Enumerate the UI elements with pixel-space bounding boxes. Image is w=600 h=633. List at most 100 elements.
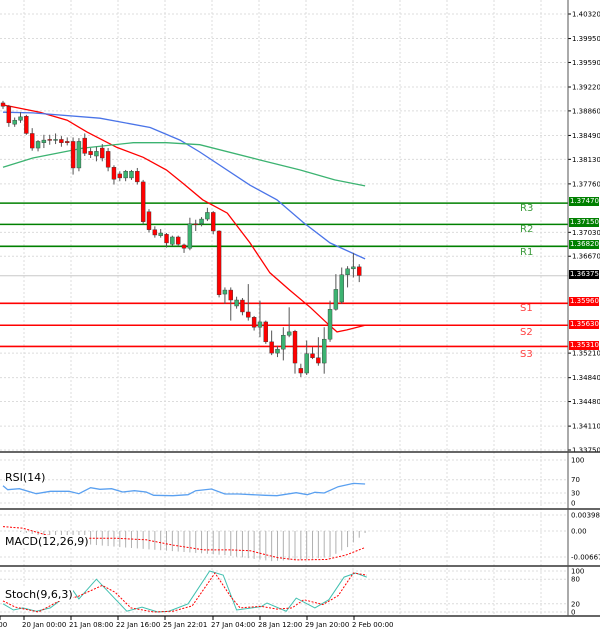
candle: [357, 264, 362, 283]
candle-body: [275, 348, 280, 354]
candle: [281, 327, 286, 361]
candle-body: [88, 151, 93, 155]
level-label-r2: R2: [520, 224, 534, 235]
rsi-title: RSI(14): [5, 471, 46, 484]
indicator-tick-label: 0.00: [571, 528, 587, 536]
candle-body: [35, 141, 41, 149]
macd-signal-line: [2, 526, 366, 561]
indicator-tick-label: 0: [571, 500, 575, 508]
candle: [175, 235, 181, 247]
candle-body: [228, 289, 233, 301]
price-tick-label: 1.34480: [572, 398, 600, 406]
time-tick-label: 20:00: [0, 621, 7, 629]
candle-body: [82, 137, 87, 154]
candle-body: [175, 236, 181, 245]
candle: [286, 307, 292, 338]
candle: [76, 138, 82, 172]
candle: [333, 274, 339, 311]
candle-body: [234, 299, 239, 307]
candle: [187, 217, 193, 251]
candle-body: [286, 331, 292, 336]
time-tick-label: 20 Jan 00:00: [22, 621, 66, 629]
time-tick-label: 28 Jan 12:00: [258, 621, 302, 629]
candle: [345, 266, 350, 288]
candle-body: [298, 368, 304, 374]
candle-body: [135, 171, 140, 183]
candle-body: [170, 236, 175, 245]
candle: [339, 267, 344, 305]
candle: [94, 146, 99, 162]
indicator-tick-label: 80: [571, 576, 580, 584]
candle-body: [316, 357, 321, 364]
candle: [129, 169, 134, 180]
level-label-s2: S2: [520, 327, 533, 338]
candle-body: [24, 115, 29, 134]
indicator-tick-label: 0: [571, 609, 575, 617]
candle: [257, 300, 263, 338]
indicator-tick-label: 20: [571, 600, 580, 608]
candle-body: [216, 230, 222, 295]
time-tick-label: 25 Jan 22:01: [163, 621, 207, 629]
level-label-r1: R1: [520, 247, 534, 258]
candle: [164, 232, 169, 248]
price-tick-label: 1.38490: [572, 132, 600, 140]
indicator-tick-label: 0.003981: [571, 512, 600, 520]
candle: [216, 230, 222, 298]
candle: [327, 300, 333, 342]
candle-body: [41, 139, 47, 143]
candle: [199, 217, 204, 227]
candle-body: [187, 223, 193, 249]
candle-body: [205, 212, 210, 220]
candle-body: [65, 141, 70, 143]
candle: [170, 235, 175, 246]
time-tick-label: 22 Jan 16:00: [116, 621, 160, 629]
candle: [205, 207, 210, 222]
price-tick-label: 1.39950: [572, 35, 600, 43]
price-tick-label: 1.38130: [572, 156, 600, 164]
candle: [24, 114, 29, 135]
level-label-r3: R3: [520, 203, 534, 214]
candle-body: [6, 106, 12, 124]
candle-body: [269, 341, 274, 354]
candle-body: [246, 311, 251, 318]
price-tick-label: 1.35210: [572, 350, 600, 358]
indicator-tick-label: -0.006679: [571, 554, 600, 562]
candle-body: [304, 353, 309, 374]
candle: [181, 243, 187, 253]
candle: [12, 117, 17, 127]
candle: [30, 128, 35, 151]
candle: [82, 133, 87, 157]
level-tag-s1: 1.35960: [569, 297, 599, 306]
candle-body: [59, 139, 64, 143]
level-tag-s2: 1.35630: [569, 320, 599, 329]
macd-title: MACD(12,26,9): [5, 535, 89, 548]
candle: [228, 287, 233, 321]
candle-body: [53, 139, 58, 141]
candle-body: [30, 133, 35, 149]
candle: [6, 104, 12, 127]
candle-body: [0, 102, 6, 107]
moving-average-mid: [2, 111, 366, 260]
candle-body: [240, 299, 245, 313]
price-tick-label: 1.37760: [572, 180, 600, 188]
time-tick-label: 21 Jan 08:00: [69, 621, 113, 629]
price-tick-label: 1.39590: [572, 59, 600, 67]
candle-body: [211, 212, 216, 232]
candle-body: [327, 309, 333, 340]
candle: [351, 252, 356, 278]
candle: [322, 327, 327, 374]
candle: [234, 296, 239, 309]
candle: [135, 167, 140, 185]
candle: [140, 179, 146, 225]
candle-body: [181, 244, 187, 249]
candle-body: [146, 211, 152, 230]
price-tick-label: 1.33750: [572, 447, 600, 455]
candle: [222, 287, 228, 305]
candle: [292, 329, 298, 374]
moving-average-slow: [2, 142, 366, 187]
candle-body: [251, 317, 257, 328]
candle: [117, 171, 123, 182]
price-tick-label: 1.39220: [572, 83, 600, 91]
